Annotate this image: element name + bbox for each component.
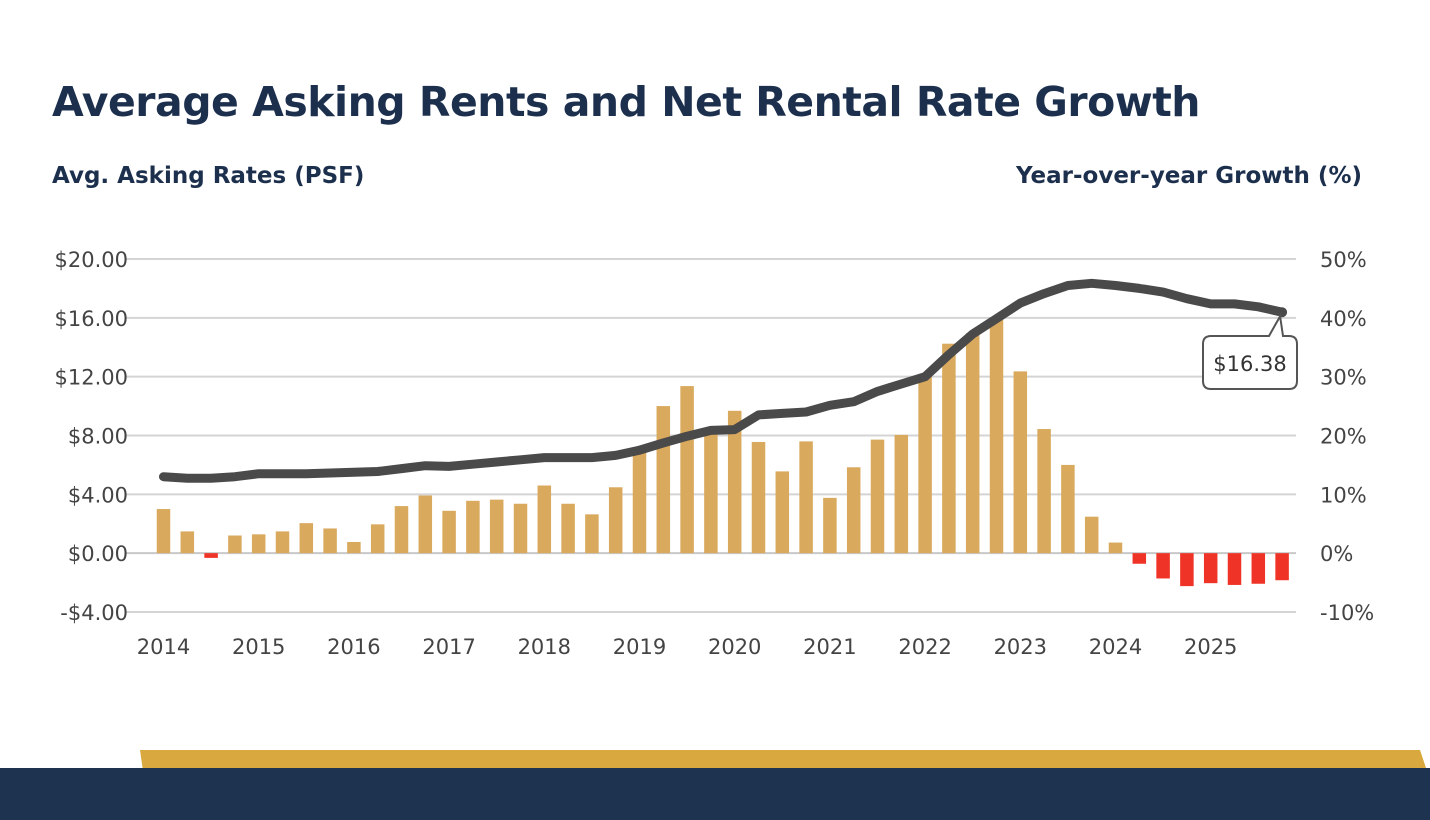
growth-bar [1275,553,1289,581]
right-tick-label: 0% [1320,542,1353,566]
growth-bar [751,441,766,554]
growth-bar [1227,553,1242,585]
x-axis-ticks: 2014 2015 2016 2017 2018 2019 2020 2021 2022 2023… [137,635,1238,659]
x-tick-label: 2014 [137,635,190,659]
growth-bar [870,439,885,554]
growth-bar [704,431,718,554]
right-tick-label: 20% [1320,425,1367,449]
growth-bar [347,541,361,554]
left-tick-label: $4.00 [68,483,128,507]
callout-point [1277,307,1288,318]
growth-bar [370,524,385,554]
growth-bar [418,495,433,554]
chart-title: Average Asking Rents and Net Rental Rate… [52,78,1200,126]
growth-bar [799,441,813,554]
x-tick-label: 2017 [422,635,475,659]
callout-label: $16.38 [1213,352,1286,376]
growth-bar [1013,371,1028,554]
x-tick-label: 2020 [708,635,761,659]
growth-bar [989,317,1004,554]
growth-bar [394,506,409,554]
latest-value-callout: $16.38 [1202,307,1298,390]
growth-bar [680,386,694,554]
growth-bar [1084,516,1099,554]
footer-navy-band [0,768,1430,820]
left-tick-label: $12.00 [55,366,128,390]
growth-bar [489,499,504,554]
x-tick-label: 2021 [803,635,856,659]
growth-bar [846,467,861,554]
growth-bar [775,471,790,554]
left-tick-label: $0.00 [68,542,128,566]
growth-bar [323,528,337,554]
growth-bar [442,510,456,554]
growth-bar [1180,553,1194,587]
right-axis-ticks: -10% 0% 10% 20% 30% 40% 50% [1320,248,1374,625]
x-tick-label: 2024 [1089,635,1142,659]
growth-bar [299,523,314,554]
asking-rent-line [159,278,1287,483]
right-tick-label: 10% [1320,483,1367,507]
growth-bar [608,487,623,554]
x-tick-label: 2015 [232,635,285,659]
growth-bar [823,497,837,554]
growth-bar [1251,553,1266,584]
x-tick-label: 2025 [1184,635,1237,659]
growth-bar [537,485,552,554]
growth-bar [1156,553,1170,579]
growth-bar [466,500,480,554]
asking-rent-line-path [159,278,1287,483]
callout-box [1202,313,1298,390]
growth-bar [251,534,266,554]
left-tick-label: $16.00 [55,307,128,331]
growth-bar [727,410,742,554]
growth-bar [965,333,980,554]
right-tick-label: 40% [1320,307,1367,331]
left-tick-label: -$4.00 [60,601,128,625]
left-axis-title: Avg. Asking Rates (PSF) [52,163,365,189]
growth-bar [275,531,290,554]
growth-bar [228,535,242,554]
growth-bars [156,317,1289,587]
x-tick-label: 2022 [898,635,951,659]
left-axis-ticks: -$4.00 $0.00 $4.00 $8.00 $12.00 $16.00 $20.00 [55,248,128,625]
growth-bar [156,509,171,554]
growth-bar [180,531,195,554]
growth-bar [1061,464,1075,554]
growth-bar [561,503,575,554]
footer-bands [0,750,1430,820]
right-tick-label: 30% [1320,366,1367,390]
growth-bar [585,514,599,554]
left-tick-label: $8.00 [68,425,128,449]
x-tick-label: 2023 [994,635,1047,659]
x-tick-label: 2016 [327,635,380,659]
right-tick-label: 50% [1320,248,1367,272]
growth-bar [1132,553,1147,564]
growth-bar [1108,542,1123,554]
growth-bar [894,434,909,554]
growth-bar [656,406,671,554]
growth-bar [918,375,932,554]
growth-bar [632,449,647,554]
growth-bar [513,503,528,554]
growth-bar [204,553,218,558]
right-tick-label: -10% [1320,601,1374,625]
x-tick-label: 2019 [613,635,666,659]
growth-bar [1037,429,1051,554]
right-axis-title: Year-over-year Growth (%) [1015,163,1362,189]
growth-bar [1203,553,1218,584]
growth-bar [942,343,956,554]
x-tick-label: 2018 [518,635,571,659]
left-tick-label: $20.00 [55,248,128,272]
